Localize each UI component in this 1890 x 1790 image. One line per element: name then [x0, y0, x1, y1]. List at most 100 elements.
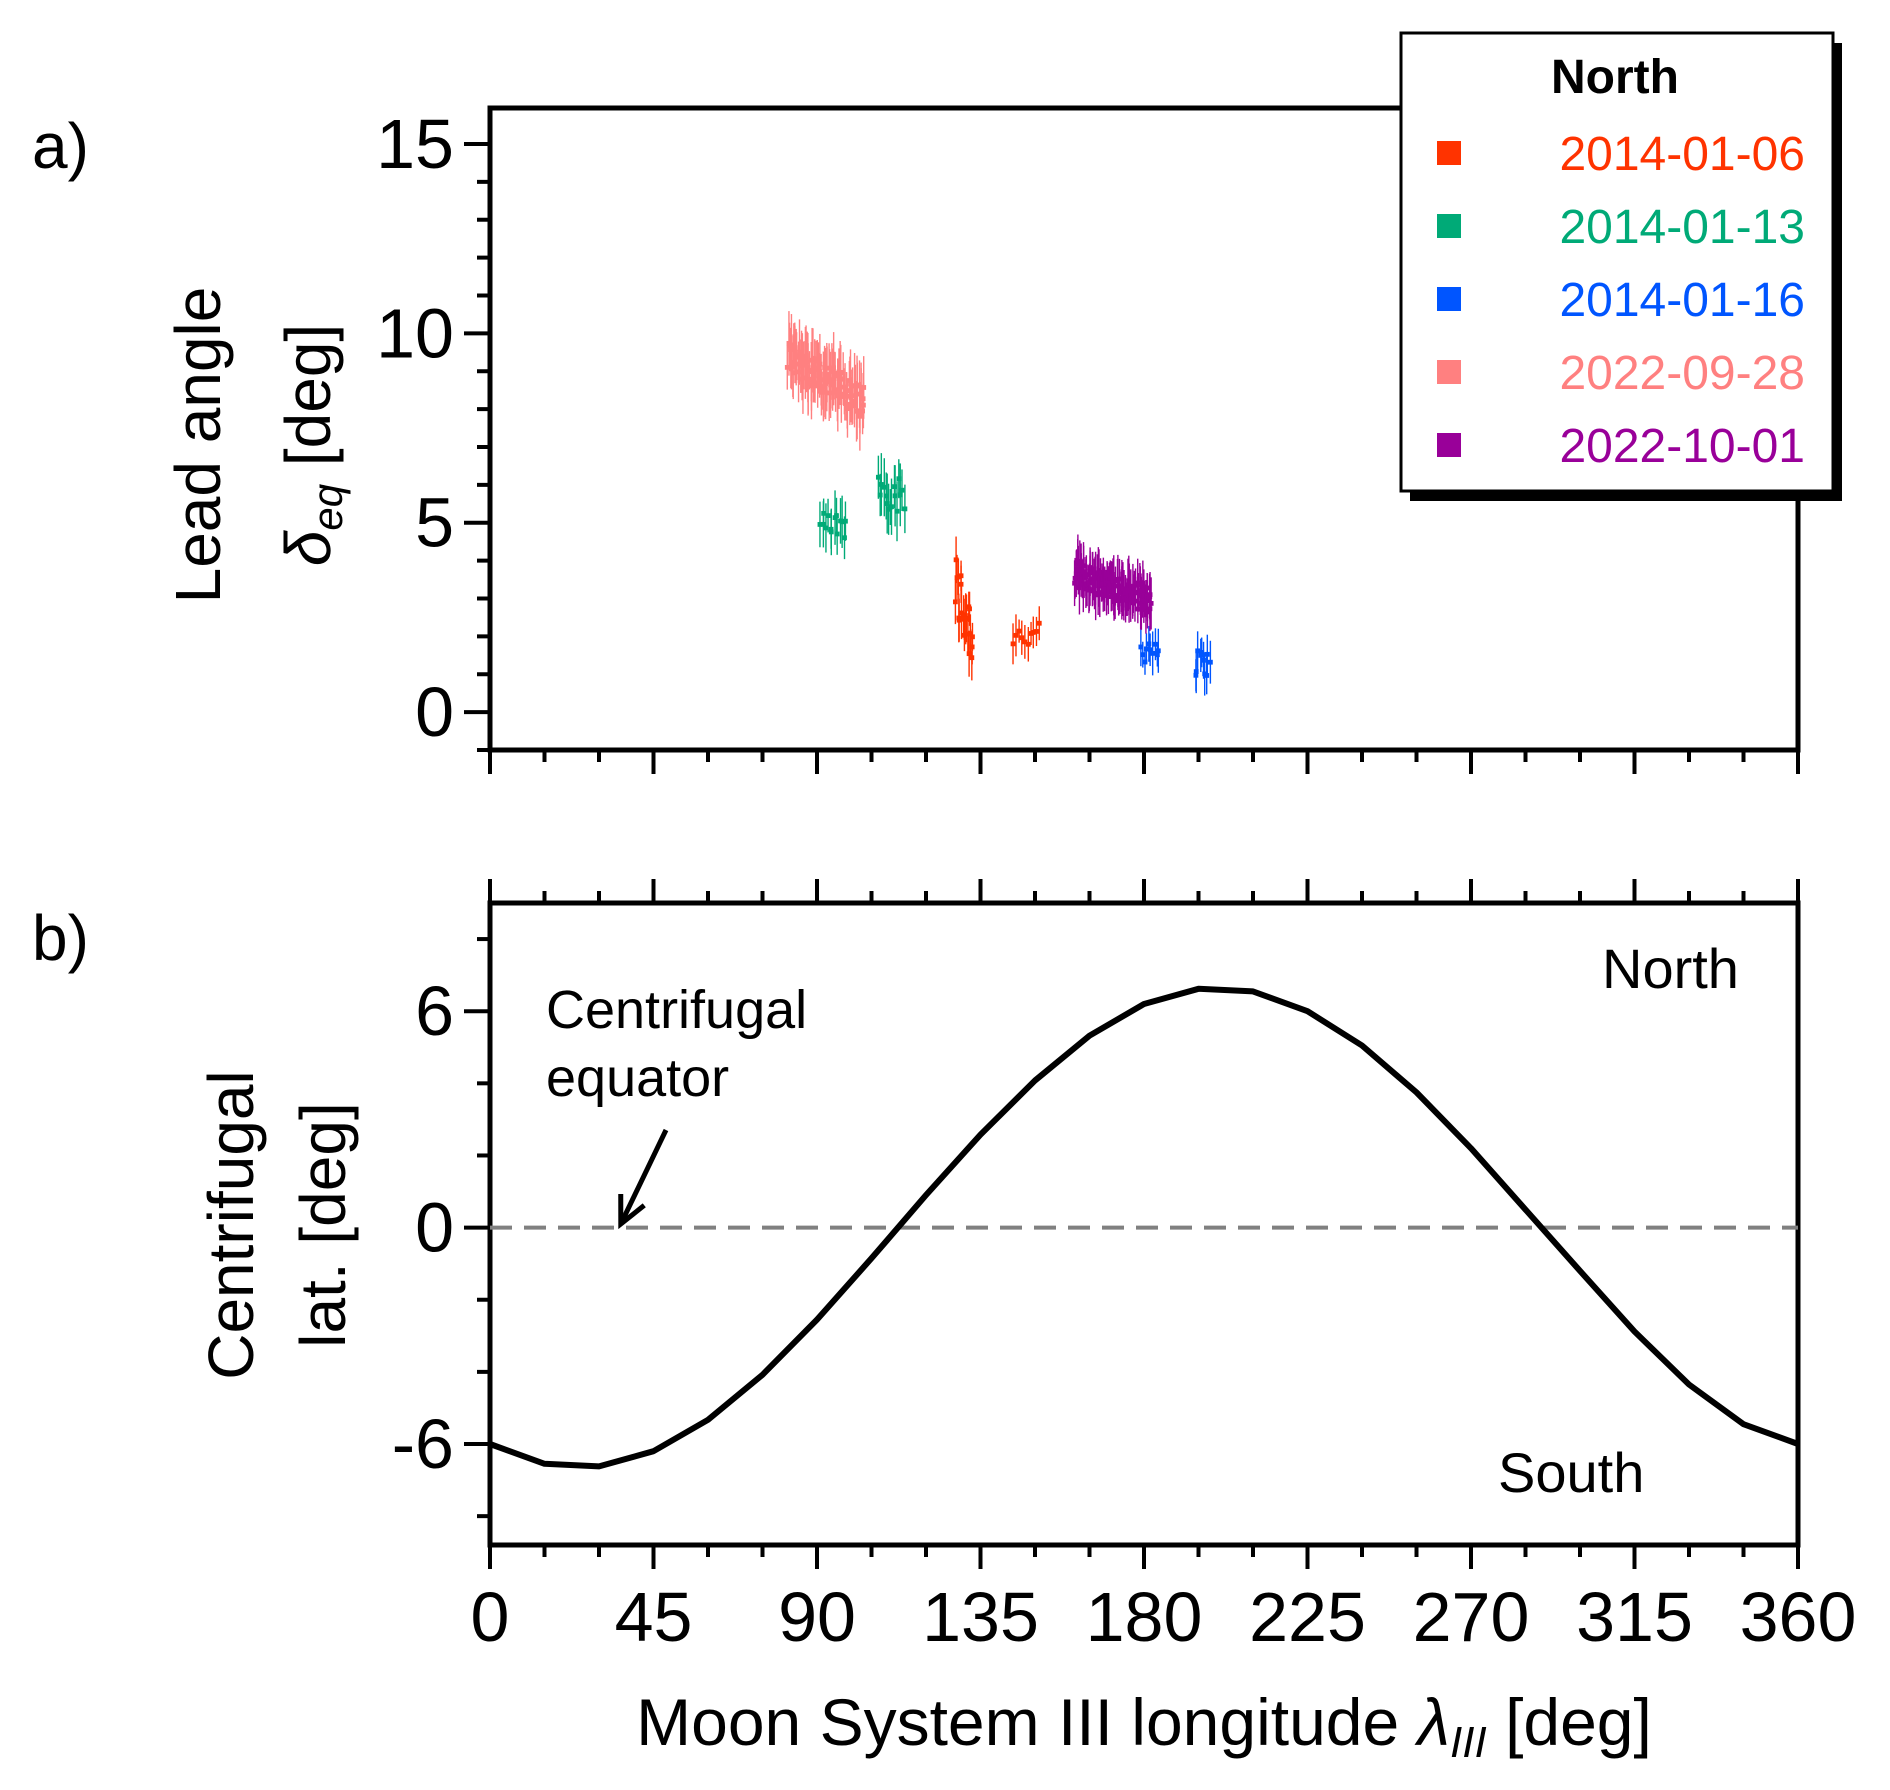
centrifugal-latitude-curve	[488, 985, 1800, 1470]
data-point	[809, 383, 814, 389]
y-tick-label: -6	[392, 1405, 454, 1483]
panel-a-ylabel-line1: Lead angle	[162, 287, 234, 604]
data-point	[1153, 641, 1158, 647]
legend-label: 2022-09-28	[1559, 347, 1805, 400]
delta-symbol: δ	[272, 529, 344, 566]
data-point	[899, 487, 905, 493]
data-point	[1148, 601, 1154, 606]
data-point	[889, 504, 894, 510]
panel-b-ylabel-line2: lat. [deg]	[287, 1102, 359, 1348]
data-point	[854, 383, 860, 389]
data-point	[1099, 581, 1105, 586]
data-point	[875, 474, 881, 480]
deg-unit: [deg]	[272, 324, 344, 466]
y-tick-label: 5	[415, 484, 454, 562]
legend-entries: 2014-01-06 2014-01-13 2014-01-16 2022-09-28…	[1437, 128, 1805, 473]
data-point	[955, 574, 961, 580]
data-point	[1077, 560, 1083, 566]
data-point	[1147, 594, 1153, 600]
equator-arrow	[618, 1128, 669, 1230]
data-point	[1112, 598, 1118, 604]
data-point	[1193, 669, 1199, 674]
legend-swatch	[1437, 287, 1461, 311]
data-point	[846, 378, 852, 383]
equator-arrow-shaft	[618, 1128, 669, 1226]
data-point	[835, 387, 841, 393]
data-point	[825, 513, 831, 518]
data-point	[902, 506, 908, 512]
data-point	[969, 644, 975, 650]
legend-label: 2014-01-16	[1559, 274, 1805, 327]
data-point	[1089, 588, 1095, 594]
eq-subscript: eq	[304, 483, 351, 530]
data-point	[832, 373, 838, 379]
data-point	[793, 354, 799, 360]
data-point	[797, 349, 802, 355]
panel-a-data-points	[784, 311, 1213, 696]
data-point	[1138, 644, 1144, 650]
data-point	[848, 388, 854, 394]
lead-angle-panel: 0 5 10 15 Lead angle δeq [deg] North 2014-0…	[162, 31, 1842, 774]
data-point	[1207, 659, 1213, 665]
data-point	[1198, 652, 1204, 658]
legend-label: 2014-01-13	[1559, 201, 1805, 254]
data-point	[820, 384, 826, 389]
data-point	[1019, 635, 1025, 641]
panel-label-a: a)	[32, 110, 89, 182]
legend-title: North	[1551, 51, 1679, 104]
y-tick-label: 6	[415, 972, 454, 1050]
data-point	[861, 385, 867, 390]
data-point	[884, 501, 890, 506]
panel-b-x-ticks: 0 45 90 135 180 225 270 315 360	[471, 879, 1856, 1656]
y-tick-label: 0	[415, 1189, 454, 1267]
data-point	[829, 369, 835, 374]
data-point	[842, 535, 847, 541]
data-point	[1025, 641, 1031, 647]
data-point	[1030, 630, 1036, 635]
data-point	[894, 508, 900, 514]
data-point	[1093, 590, 1099, 596]
panel-b-xlabel: Moon System III longitude λIII [deg]	[636, 1685, 1652, 1767]
data-point	[1113, 583, 1118, 589]
data-point	[844, 402, 850, 407]
data-point	[1109, 575, 1115, 581]
data-point	[1013, 632, 1019, 638]
xlabel-main: Moon System III longitude	[636, 1685, 1399, 1759]
data-point	[843, 518, 848, 524]
data-point	[897, 492, 903, 498]
equator-annotation-line1: Centrifugal	[546, 980, 807, 1040]
data-point	[1155, 648, 1161, 654]
legend-box	[1399, 31, 1835, 493]
data-point	[786, 340, 792, 346]
panel-label-b: b)	[32, 902, 89, 974]
xlabel-unit: [deg]	[1505, 1685, 1652, 1759]
data-point	[812, 380, 818, 386]
iii-subscript: III	[1450, 1718, 1487, 1767]
data-point	[800, 375, 806, 381]
data-point	[1121, 586, 1127, 592]
legend-swatch	[1437, 141, 1461, 165]
legend-label: 2022-10-01	[1559, 420, 1805, 473]
data-point	[1199, 650, 1205, 655]
data-point	[824, 374, 830, 380]
data-point	[837, 376, 843, 382]
equator-arrow-head	[618, 1193, 646, 1230]
legend-swatch	[1437, 433, 1461, 457]
data-point	[823, 525, 829, 531]
data-point	[1195, 648, 1201, 654]
data-point	[1128, 583, 1134, 589]
data-point	[958, 581, 964, 587]
data-point	[1150, 651, 1156, 656]
panel-a-x-ticks	[488, 750, 1800, 774]
data-point	[838, 369, 844, 375]
x-tick-label: 45	[615, 1578, 693, 1656]
data-point	[821, 510, 827, 516]
legend: North 2014-01-06 2014-01-13 2014-01-16 2022…	[1399, 31, 1842, 501]
data-point	[877, 492, 883, 498]
data-point	[967, 606, 972, 612]
south-annotation: South	[1498, 1441, 1644, 1504]
data-point	[1119, 583, 1125, 589]
data-point	[1022, 639, 1028, 645]
legend-swatch	[1437, 214, 1461, 238]
data-point	[1036, 620, 1042, 626]
